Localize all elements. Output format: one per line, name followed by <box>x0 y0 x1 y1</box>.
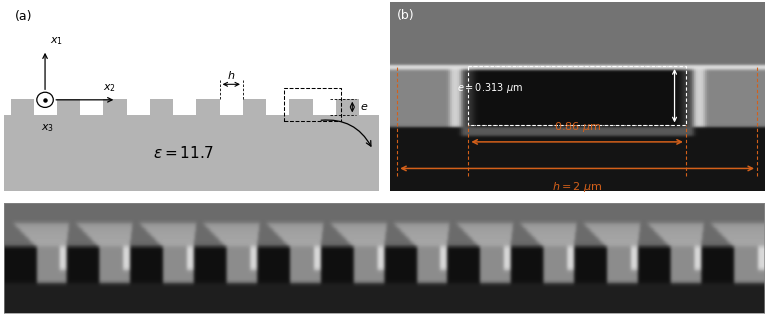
Text: $x_2$: $x_2$ <box>103 82 116 94</box>
Text: $0.86\ \mu$m: $0.86\ \mu$m <box>554 120 601 134</box>
Text: (a): (a) <box>15 10 33 23</box>
Bar <box>290 99 313 115</box>
Bar <box>243 99 266 115</box>
Text: $e = 0.313\ \mu$m: $e = 0.313\ \mu$m <box>457 81 523 95</box>
Text: $e$: $e$ <box>360 102 368 112</box>
Text: $h$: $h$ <box>228 69 235 81</box>
Bar <box>4 115 378 191</box>
Text: (b): (b) <box>398 9 415 22</box>
Bar <box>196 99 220 115</box>
Bar <box>11 99 34 115</box>
Bar <box>103 99 126 115</box>
Bar <box>283 89 342 121</box>
Text: $h = 2\ \mu$m: $h = 2\ \mu$m <box>552 180 602 194</box>
Bar <box>150 99 173 115</box>
Bar <box>57 99 80 115</box>
Bar <box>336 99 359 115</box>
Text: $x_3$: $x_3$ <box>41 122 54 134</box>
Text: $x_1$: $x_1$ <box>50 36 63 48</box>
Text: $\epsilon = 11.7$: $\epsilon = 11.7$ <box>153 145 214 161</box>
